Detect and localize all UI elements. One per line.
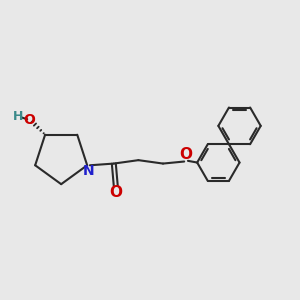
Text: H: H — [12, 110, 23, 123]
Text: O: O — [109, 185, 122, 200]
Text: O: O — [23, 113, 35, 127]
Text: O: O — [179, 147, 192, 162]
Text: N: N — [83, 164, 94, 178]
